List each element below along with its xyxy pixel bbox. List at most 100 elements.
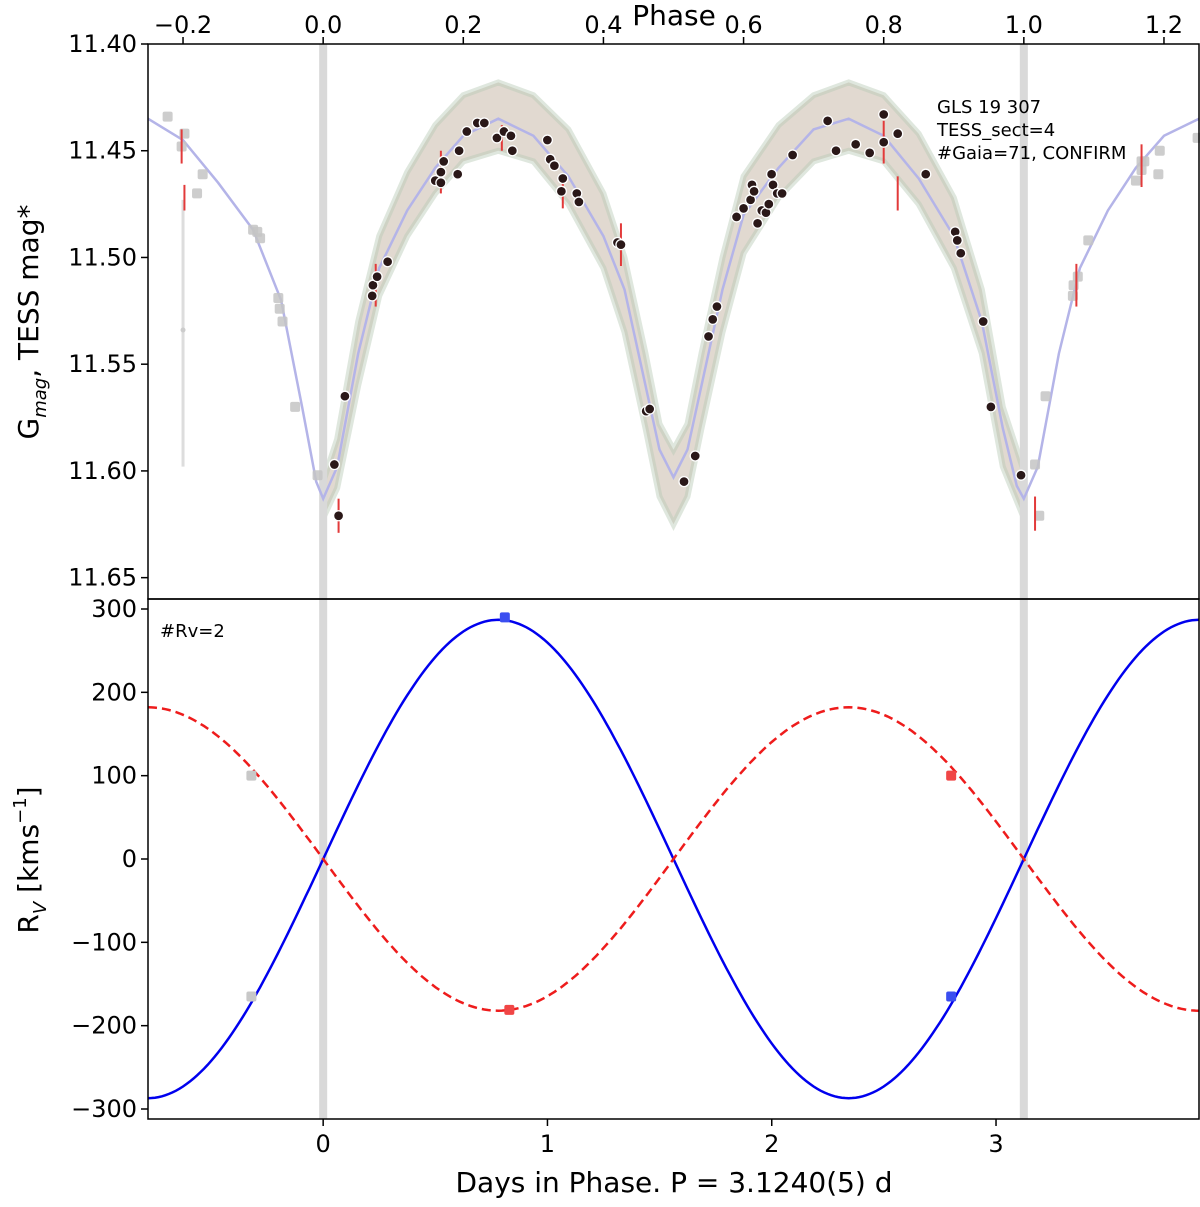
gaia-point	[491, 132, 503, 144]
rv-tick-label: 300	[91, 595, 137, 623]
magnitude-tick-label: 11.60	[68, 457, 137, 485]
star-name-annotation: GLS 19 307	[937, 97, 1041, 118]
gaia-point	[461, 125, 473, 138]
gaia-point	[557, 172, 569, 185]
rv-wrapped-point	[246, 770, 257, 781]
rv-point	[504, 1004, 515, 1015]
rv-tick-label: −300	[71, 1095, 137, 1123]
gaia-point	[850, 138, 862, 150]
rv-axis: 300 200 100 0 −100 −200 −300	[71, 595, 148, 1123]
wrapped-point	[1192, 132, 1200, 143]
gaia-point	[435, 166, 447, 178]
gaia-point	[689, 450, 701, 462]
gaia-point	[878, 108, 890, 121]
gaia-point	[332, 510, 345, 522]
rv-points-layer	[246, 612, 957, 1015]
days-tick-label: 1	[540, 1130, 555, 1158]
wrapped-point	[290, 401, 301, 412]
gaia-point	[438, 155, 450, 168]
light-curve-model-layer	[147, 117, 1200, 502]
gaia-count-annotation: #Gaia=71, CONFIRM	[937, 143, 1126, 164]
secondary-rv-curve	[147, 706, 1200, 1012]
wrapped-point	[1130, 175, 1141, 186]
rv-tick-label: 0	[122, 845, 137, 873]
wrapped-point	[192, 188, 203, 199]
days-tick-label: 3	[988, 1130, 1003, 1158]
gaia-point	[339, 390, 351, 402]
gaia-point	[977, 315, 989, 328]
rv-tick-label: −100	[71, 928, 137, 956]
wrapped-point	[1034, 510, 1045, 521]
gaia-point	[711, 300, 723, 313]
gaia-point	[864, 147, 876, 159]
wrapped-point	[1040, 391, 1051, 402]
wrapped-point	[1083, 235, 1094, 246]
gaia-point	[951, 234, 963, 247]
eclipse-marker-top-1	[1019, 44, 1028, 599]
gaia-point	[573, 196, 585, 208]
gaia-point	[453, 145, 465, 157]
gaia-point	[763, 198, 775, 210]
gaia-point	[381, 256, 394, 268]
magnitude-tick-label: 11.55	[68, 350, 137, 378]
gaia-point	[678, 475, 690, 488]
rv-tick-label: 100	[91, 762, 137, 790]
phase-axis: −0.2 0.0 0.2 0.4 0.6 0.8 1.0 1.2	[154, 11, 1183, 44]
wrapped-point	[1153, 169, 1164, 180]
rv-count-annotation: #Rv=2	[160, 621, 225, 642]
tess-band	[320, 79, 1027, 531]
days-tick-label: 0	[316, 1130, 331, 1158]
wrapped-point	[1030, 459, 1041, 470]
gaia-point	[765, 168, 778, 180]
days-axis: 0 1 2 3	[316, 1119, 1004, 1158]
wrapped-point	[277, 316, 288, 327]
rv-curves-layer	[147, 618, 1200, 1100]
days-tick-label: 2	[764, 1130, 779, 1158]
eclipse-marker-top-0	[319, 44, 328, 599]
magnitude-axis: 11.40 11.45 11.50 11.55 11.60 11.65	[68, 30, 148, 592]
rv-tick-label: −200	[71, 1012, 137, 1040]
side-errorbar-point	[180, 327, 186, 333]
wrapped-point	[274, 303, 285, 314]
gaia-point	[748, 185, 760, 197]
days-axis-title: Days in Phase. P = 3.1240(5) d	[455, 1166, 892, 1199]
phase-tick-label: 0.4	[584, 11, 622, 39]
gaia-point	[541, 134, 554, 146]
gaia-point	[830, 145, 842, 157]
magnitude-tick-label: 11.65	[68, 564, 137, 592]
photometry-points-layer	[162, 108, 1200, 533]
gaia-point	[878, 136, 890, 148]
wrapped-point	[1067, 290, 1078, 301]
rv-point	[946, 770, 957, 781]
rv-wrapped-point	[246, 991, 257, 1002]
gaia-point	[955, 247, 967, 259]
gaia-point	[730, 211, 743, 223]
gaia-point	[371, 271, 383, 283]
gaia-point	[328, 458, 341, 471]
wrapped-point	[1072, 271, 1083, 282]
gaia-point	[615, 239, 627, 251]
magnitude-axis-title: Gmag, TESS mag*	[12, 205, 51, 440]
phase-tick-label: −0.2	[154, 11, 212, 39]
gaia-point	[478, 117, 490, 129]
gaia-point	[1015, 469, 1027, 481]
gaia-point	[452, 168, 464, 180]
phase-axis-title: Phase	[632, 0, 716, 32]
wrapped-point	[1154, 145, 1165, 156]
gaia-point	[555, 185, 568, 197]
rv-point	[499, 612, 510, 623]
gaia-point	[786, 149, 799, 161]
phase-tick-label: 0.0	[304, 11, 342, 39]
gaia-point	[821, 115, 834, 127]
phase-tick-label: 0.6	[724, 11, 762, 39]
tess-band-layer	[320, 79, 1027, 531]
phase-tick-label: 1.2	[1145, 11, 1183, 39]
gaia-point	[702, 330, 715, 343]
gaia-point	[506, 145, 518, 157]
gaia-point	[920, 168, 932, 180]
gaia-point	[435, 177, 447, 189]
gaia-point	[776, 187, 788, 200]
gaia-point	[644, 403, 656, 415]
wrapped-point	[255, 233, 266, 244]
